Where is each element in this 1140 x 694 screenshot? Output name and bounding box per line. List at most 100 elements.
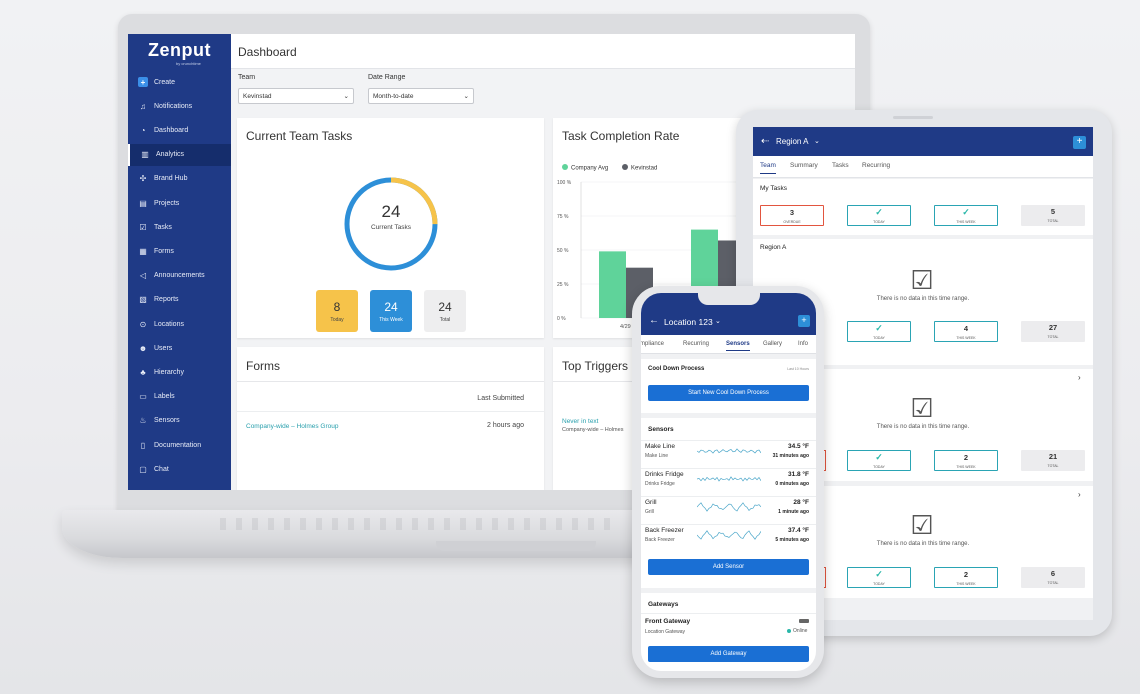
tab-sensors[interactable]: Sensors: [726, 341, 750, 351]
tablet-tabbar: [753, 156, 1093, 178]
sidebar-item-create[interactable]: + Create: [128, 71, 231, 93]
box-value: 27: [1048, 323, 1058, 332]
sensor-name[interactable]: Drinks Fridge: [645, 471, 684, 478]
my-tasks-this-week[interactable]: ✓ THIS WEEK: [934, 205, 998, 226]
team-select[interactable]: Kevinstad ⌄: [238, 88, 354, 104]
sidebar-item-forms[interactable]: ▦ Forms: [128, 240, 231, 262]
sidebar-item-locations[interactable]: ⊙ Locations: [128, 313, 231, 335]
hub-icon: ✣: [139, 174, 147, 184]
tab-summary[interactable]: Summary: [790, 162, 818, 169]
chevron-down-icon: ⌄: [463, 93, 469, 100]
sidebar-item-reports[interactable]: ▧ Reports: [128, 289, 231, 311]
gateways-title: Gateways: [648, 601, 679, 608]
box-label: TOTAL: [1047, 464, 1059, 468]
my-tasks-today[interactable]: ✓ TODAY: [847, 205, 911, 226]
sidebar-item-labels[interactable]: ▭ Labels: [128, 386, 231, 408]
sidebar-item-hierarchy[interactable]: ♣ Hierarchy: [128, 361, 231, 383]
group-week-box[interactable]: 4 THIS WEEK: [934, 321, 998, 342]
back-arrow-icon[interactable]: ⇠: [761, 136, 770, 147]
legend-label: Company Avg: [571, 166, 608, 172]
task-tile-total[interactable]: 24 Total: [424, 290, 466, 332]
sidebar-item-notifications[interactable]: ♫ Notifications: [128, 95, 231, 117]
start-cooldown-button[interactable]: Start New Cool Down Process: [648, 385, 809, 401]
sensor-name[interactable]: Back Freezer: [645, 527, 684, 534]
team-tasks-card: Current Team Tasks 24 Current Tasks 8 Tod…: [237, 118, 544, 338]
sidebar-item-dashboard[interactable]: ◔ Dashboard: [128, 119, 231, 141]
back-arrow-icon[interactable]: ←: [649, 315, 659, 326]
add-icon[interactable]: +: [798, 315, 810, 327]
form-row-link[interactable]: Company-wide – Holmes Group: [246, 423, 339, 430]
empty-state-text: There is no data in this time range.: [876, 541, 970, 547]
sidebar-item-label: Notifications: [154, 102, 193, 110]
sensor-name[interactable]: Grill: [645, 499, 657, 506]
group-week-box[interactable]: 2 THIS WEEK: [934, 450, 998, 471]
book-icon: ▯: [140, 440, 146, 450]
document-icon: ▦: [139, 246, 147, 256]
tab-team[interactable]: Team: [760, 162, 776, 174]
sidebar-item-projects[interactable]: ▤ Projects: [128, 192, 231, 214]
chat-icon: ▢: [139, 464, 147, 474]
add-sensor-button[interactable]: Add Sensor: [648, 559, 809, 575]
add-icon[interactable]: +: [1073, 136, 1086, 149]
forms-title: Forms: [246, 359, 280, 373]
phone-title[interactable]: Location 123: [664, 317, 713, 327]
task-tile-this-week[interactable]: 24 This Week: [370, 290, 412, 332]
sensors-title: Sensors: [648, 426, 674, 433]
sidebar-item-brand-hub[interactable]: ✣ Brand Hub: [128, 168, 231, 190]
dashboard-header: [231, 34, 855, 69]
sensor-sparkline: [697, 476, 761, 482]
divider: [237, 411, 544, 412]
sidebar-item-chat[interactable]: ▢ Chat: [128, 458, 231, 480]
tab-tasks[interactable]: Tasks: [832, 162, 849, 169]
sensors-section: Sensors Make Line Make Line 34.5 °F 31 minu…: [641, 418, 816, 588]
tab-info[interactable]: Info: [798, 341, 809, 347]
tab-recurring[interactable]: Recurring: [862, 162, 891, 169]
sensor-sparkline: [697, 502, 761, 512]
box-label: TOTAL: [1047, 335, 1059, 339]
tab-recurring[interactable]: Recurring: [683, 341, 710, 347]
y-tick-label: 75 %: [557, 214, 569, 220]
chevron-right-icon[interactable]: ›: [1078, 490, 1081, 499]
my-tasks-overdue[interactable]: 3 OVERDUE: [760, 205, 824, 226]
tablet-title[interactable]: Region A: [776, 137, 809, 146]
group-today-box[interactable]: ✓ TODAY: [847, 321, 911, 342]
sidebar-item-label: Sensors: [154, 417, 180, 425]
sidebar-item-users[interactable]: ☻ Users: [128, 337, 231, 359]
date-range-select[interactable]: Month-to-date ⌄: [368, 88, 474, 104]
cooldown-time: Last 10 Hours: [787, 367, 809, 371]
group-total-box[interactable]: 21 TOTAL: [1021, 450, 1085, 471]
legend-label: Kevinstad: [631, 166, 657, 172]
chevron-down-icon: ⌄: [715, 318, 721, 325]
task-tile-today[interactable]: 8 Today: [316, 290, 358, 332]
bar-company-avg: [599, 251, 626, 318]
sensor-name[interactable]: Make Line: [645, 443, 675, 450]
y-tick-label: 100 %: [557, 180, 572, 186]
team-tasks-title: Current Team Tasks: [246, 129, 353, 143]
box-value: 2: [963, 570, 969, 579]
sidebar-item-sensors[interactable]: ♨ Sensors: [128, 410, 231, 432]
my-tasks-total[interactable]: 5 TOTAL: [1021, 205, 1085, 226]
checkbox-icon: ☑: [910, 510, 934, 540]
my-tasks-title: My Tasks: [760, 185, 787, 192]
group-today-box[interactable]: ✓ TODAY: [847, 450, 911, 471]
sidebar-item-label: Create: [154, 78, 176, 86]
sensor-sub: Back Freezer: [645, 537, 675, 543]
sensor-value: 31.8 °F: [787, 471, 809, 478]
tab-mpliance[interactable]: mpliance: [641, 341, 665, 347]
group-total-box[interactable]: 27 TOTAL: [1021, 321, 1085, 342]
sensor-time: 1 minute ago: [778, 509, 809, 515]
chevron-right-icon[interactable]: ›: [1078, 373, 1081, 382]
tab-gallery[interactable]: Gallery: [763, 341, 783, 347]
sidebar-item-tasks[interactable]: ☑ Tasks: [128, 216, 231, 238]
add-gateway-button[interactable]: Add Gateway: [648, 646, 809, 662]
last-submitted-header: Last Submitted: [477, 395, 524, 402]
group-week-box[interactable]: 2 THIS WEEK: [934, 567, 998, 588]
tablet-camera: [893, 116, 933, 119]
sidebar-item-announcements[interactable]: ◁ Announcements: [128, 265, 231, 287]
group-total-box[interactable]: 6 TOTAL: [1021, 567, 1085, 588]
forms-card: Forms Last Submitted Company-wide – Holm…: [237, 347, 544, 490]
trigger-row-link[interactable]: Never in text: [562, 418, 599, 425]
sidebar-item-documentation[interactable]: ▯ Documentation: [128, 434, 231, 456]
group-today-box[interactable]: ✓ TODAY: [847, 567, 911, 588]
sidebar-item-analytics[interactable]: ▥ Analytics: [128, 143, 231, 166]
